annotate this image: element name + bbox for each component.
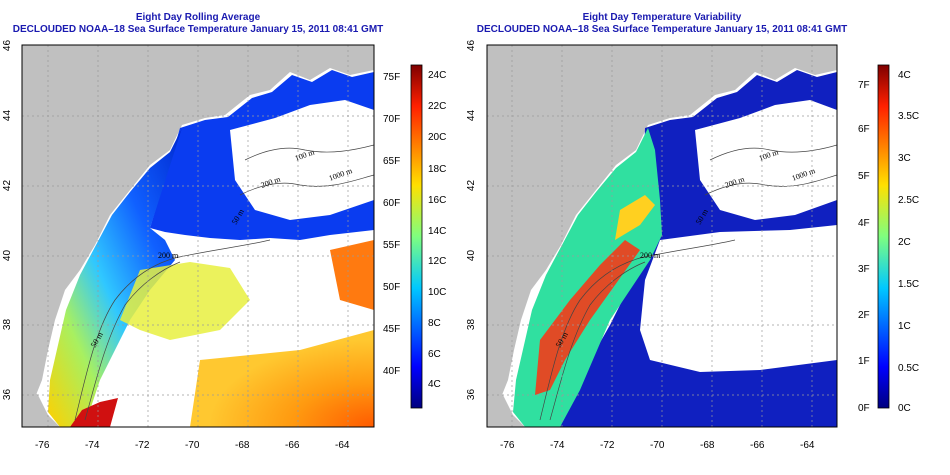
right-land-southeast — [487, 380, 525, 427]
left-lat-tick: 36 — [2, 388, 14, 401]
right-colorbar-c-label: 0.5C — [898, 363, 920, 374]
right-colorbar-f-label: 6F — [858, 124, 870, 135]
right-colorbar-f-label: 0F — [858, 403, 870, 414]
right-colorbar-c-label: 2C — [898, 237, 911, 248]
right-colorbar-f-label: 1F — [858, 356, 870, 367]
right-lat-tick: 46 — [466, 39, 478, 52]
right-title-line2: DECLOUDED NOAA–18 Sea Surface Temperatur… — [476, 24, 848, 35]
left-lat-tick: 38 — [2, 318, 14, 331]
right-lon-tick: -66 — [750, 440, 765, 451]
right-colorbar-c-label: 3.5C — [898, 111, 920, 122]
right-colorbar-f-label: 3F — [858, 264, 870, 275]
right-lon-tick: -76 — [500, 440, 515, 451]
left-colorbar-c-label: 8C — [428, 318, 441, 329]
right-hot-streak-1 — [535, 240, 640, 395]
left-lon-tick: -66 — [285, 440, 300, 451]
left-warm-patch — [330, 240, 374, 310]
left-colorbar-f-label: 45F — [383, 324, 401, 335]
left-lat-tick: 44 — [2, 109, 14, 122]
right-land-canada — [487, 45, 837, 427]
left-colorbar-f-label: 40F — [383, 366, 401, 377]
left-colorbar-c-label: 16C — [428, 195, 447, 206]
right-lon-tick: -68 — [700, 440, 715, 451]
left-lon-tick: -70 — [185, 440, 200, 451]
left-colorbar-c-label: 24C — [428, 70, 447, 81]
left-lat-tick: 40 — [2, 249, 14, 262]
right-colorbar-c-label: 2.5C — [898, 195, 920, 206]
right-lat-tick: 38 — [466, 318, 478, 331]
left-map — [22, 45, 374, 427]
left-mid-water — [120, 262, 250, 340]
left-land-canada — [22, 45, 374, 427]
left-lat-tick: 46 — [2, 39, 14, 52]
left-gulfstream-core — [70, 398, 118, 427]
left-colorbar-c-label: 20C — [428, 132, 447, 143]
left-colorbar-c-label: 18C — [428, 164, 447, 175]
right-title-line1: Eight Day Temperature Variability — [582, 12, 742, 23]
right-lat-tick: 44 — [466, 109, 478, 122]
left-lat-tick: 42 — [2, 179, 14, 192]
right-colorbar-f-label: 4F — [858, 218, 870, 229]
right-colorbar-f-label: 5F — [858, 171, 870, 182]
right-lat-tick: 36 — [466, 388, 478, 401]
left-colorbar-c-label: 14C — [428, 226, 447, 237]
right-colorbar-c-label: 3C — [898, 153, 911, 164]
right-lon-tick: -72 — [600, 440, 615, 451]
left-colorbar-c-label: 4C — [428, 379, 441, 390]
right-colorbar-c-label: 0C — [898, 403, 911, 414]
left-title-line1: Eight Day Rolling Average — [135, 12, 261, 23]
right-offshore-white — [640, 225, 837, 372]
right-gulf-interior — [695, 100, 837, 220]
right-colorbar-f-label: 7F — [858, 80, 870, 91]
right-colorbar-c-label: 4C — [898, 70, 911, 81]
right-lon-tick: -64 — [800, 440, 815, 451]
right-colorbar-f-label: 2F — [858, 310, 870, 321]
left-title-line2: DECLOUDED NOAA–18 Sea Surface Temperatur… — [12, 24, 384, 35]
left-land-southeast — [22, 380, 60, 427]
left-colorbar-f-label: 75F — [383, 72, 401, 83]
right-contour-label-5: 200 m — [640, 251, 661, 260]
right-map-frame — [486, 44, 838, 428]
right-map — [487, 45, 837, 427]
left-colorbar-f-label: 55F — [383, 240, 401, 251]
right-colorbar — [877, 64, 890, 409]
left-warm-gulfstream — [190, 330, 374, 427]
right-lat-tick: 40 — [466, 249, 478, 262]
left-map-frame — [21, 44, 375, 428]
left-colorbar-c-label: 6C — [428, 349, 441, 360]
left-lon-tick: -72 — [135, 440, 150, 451]
left-colorbar-f-label: 65F — [383, 156, 401, 167]
left-contours — [74, 144, 374, 421]
left-colorbar-f-label: 50F — [383, 282, 401, 293]
left-colorbar — [410, 64, 423, 409]
left-lon-tick: -74 — [85, 440, 100, 451]
left-colorbar-f-label: 70F — [383, 114, 401, 125]
left-grid — [22, 45, 374, 427]
left-colorbar-f-label: 60F — [383, 198, 401, 209]
left-contour-label-5: 200 m — [158, 251, 179, 260]
right-lon-tick: -70 — [650, 440, 665, 451]
left-lon-tick: -76 — [35, 440, 50, 451]
left-lon-tick: -68 — [235, 440, 250, 451]
right-contours — [539, 144, 837, 421]
left-colorbar-c-label: 12C — [428, 256, 447, 267]
right-colorbar-c-label: 1C — [898, 321, 911, 332]
right-hot-streak-2 — [615, 195, 655, 240]
right-lat-tick: 42 — [466, 179, 478, 192]
right-grid — [487, 45, 837, 427]
left-colorbar-c-label: 10C — [428, 287, 447, 298]
left-lon-tick: -64 — [335, 440, 350, 451]
right-lon-tick: -74 — [550, 440, 565, 451]
right-colorbar-c-label: 1.5C — [898, 279, 920, 290]
left-colorbar-c-label: 22C — [428, 101, 447, 112]
left-shelf-gradient — [48, 128, 182, 427]
left-gulf-interior — [230, 100, 374, 220]
